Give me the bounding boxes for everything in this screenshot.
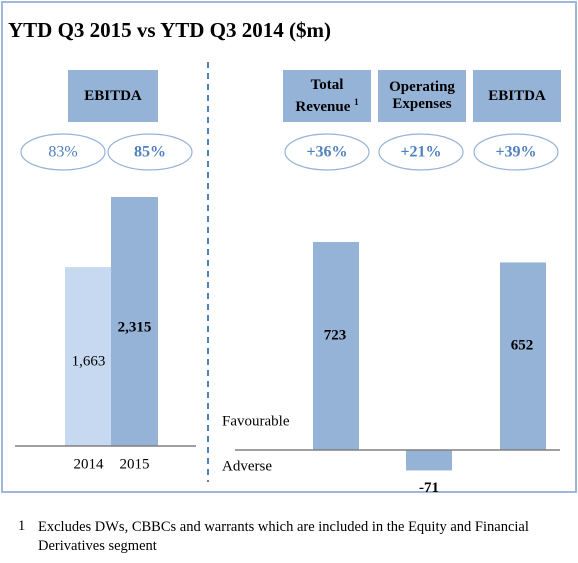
annotation: +39% <box>495 144 536 161</box>
bar <box>313 242 359 450</box>
bar <box>500 262 546 450</box>
legend-label: Favourable <box>222 413 290 429</box>
footnote-marker: 1 <box>18 518 26 534</box>
value-label: 652 <box>511 338 534 354</box>
x-tick-label: 2014 <box>74 456 105 472</box>
value-label: 723 <box>324 327 347 343</box>
value-label: 2,315 <box>118 319 152 335</box>
annotation: 83% <box>48 144 77 161</box>
bar <box>111 197 158 446</box>
annotation: +21% <box>400 144 441 161</box>
oval <box>20 133 106 171</box>
footnote-ref: 1 <box>354 96 359 107</box>
header-text: EBITDA <box>84 87 142 104</box>
bar <box>406 450 452 471</box>
header-box: Total Revenue 1 <box>283 70 371 122</box>
annotation: 85% <box>134 144 166 161</box>
frame <box>1 1 577 493</box>
footnote-text: Excludes DWs, CBBCs and warrants which a… <box>38 519 529 554</box>
oval <box>473 133 559 171</box>
annotation: +36% <box>306 144 347 161</box>
bar <box>65 267 112 446</box>
title: YTD Q3 2015 vs YTD Q3 2014 ($m) <box>8 18 331 42</box>
legend-label: Adverse <box>222 458 272 474</box>
value-label: 1,663 <box>72 353 106 369</box>
value-label: -71 <box>419 480 439 496</box>
header-text: Operating Expenses <box>389 79 455 112</box>
oval <box>284 133 370 171</box>
header-box: EBITDA <box>473 70 561 122</box>
header-box: EBITDA <box>68 70 158 122</box>
header-box: Operating Expenses <box>378 70 466 122</box>
oval <box>107 133 193 171</box>
oval <box>378 133 464 171</box>
header-text: Total Revenue 1 <box>295 76 359 115</box>
x-tick-label: 2015 <box>120 456 150 472</box>
header-text: EBITDA <box>488 87 546 104</box>
